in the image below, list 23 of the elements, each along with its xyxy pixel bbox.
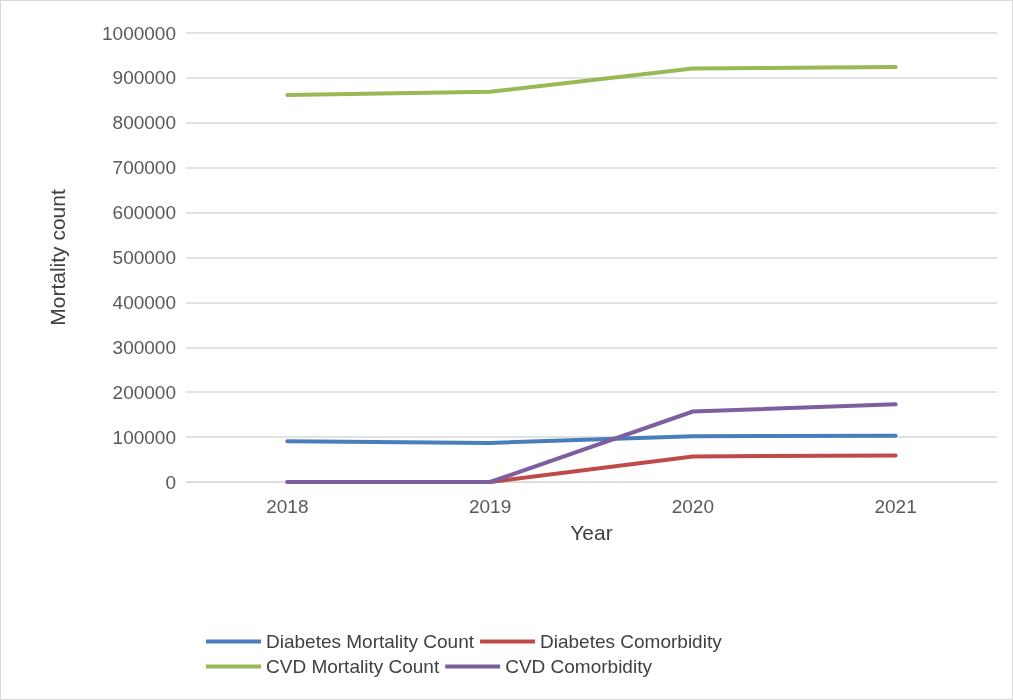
y-tick-label: 200000 <box>112 381 176 403</box>
y-tick-label: 1000000 <box>102 22 176 44</box>
y-tick-label: 800000 <box>112 112 176 134</box>
y-tick-label: 500000 <box>112 247 176 268</box>
legend-label: Diabetes Comorbidity <box>540 631 723 652</box>
y-tick-label: 0 <box>165 471 176 493</box>
legend-label: CVD Mortality Count <box>266 656 440 677</box>
x-tick-label: 2021 <box>874 496 917 517</box>
y-tick-label: 700000 <box>112 157 176 179</box>
line-series <box>285 65 898 97</box>
y-axis-title: Mortality count <box>46 189 69 326</box>
line-series <box>285 433 898 445</box>
x-tick-label: 2018 <box>266 496 309 517</box>
y-tick-label: 600000 <box>112 202 176 224</box>
y-tick-label: 300000 <box>112 336 176 358</box>
y-tick-label: 400000 <box>112 291 176 313</box>
legend-label: Diabetes Mortality Count <box>266 631 475 652</box>
x-tick-label: 2020 <box>671 496 715 517</box>
y-tick-label: 100000 <box>112 426 176 448</box>
y-tick-label: 900000 <box>112 67 176 89</box>
x-axis-title: Year <box>570 521 613 544</box>
legend-label: CVD Comorbidity <box>505 656 653 677</box>
x-tick-label: 2019 <box>468 496 512 517</box>
